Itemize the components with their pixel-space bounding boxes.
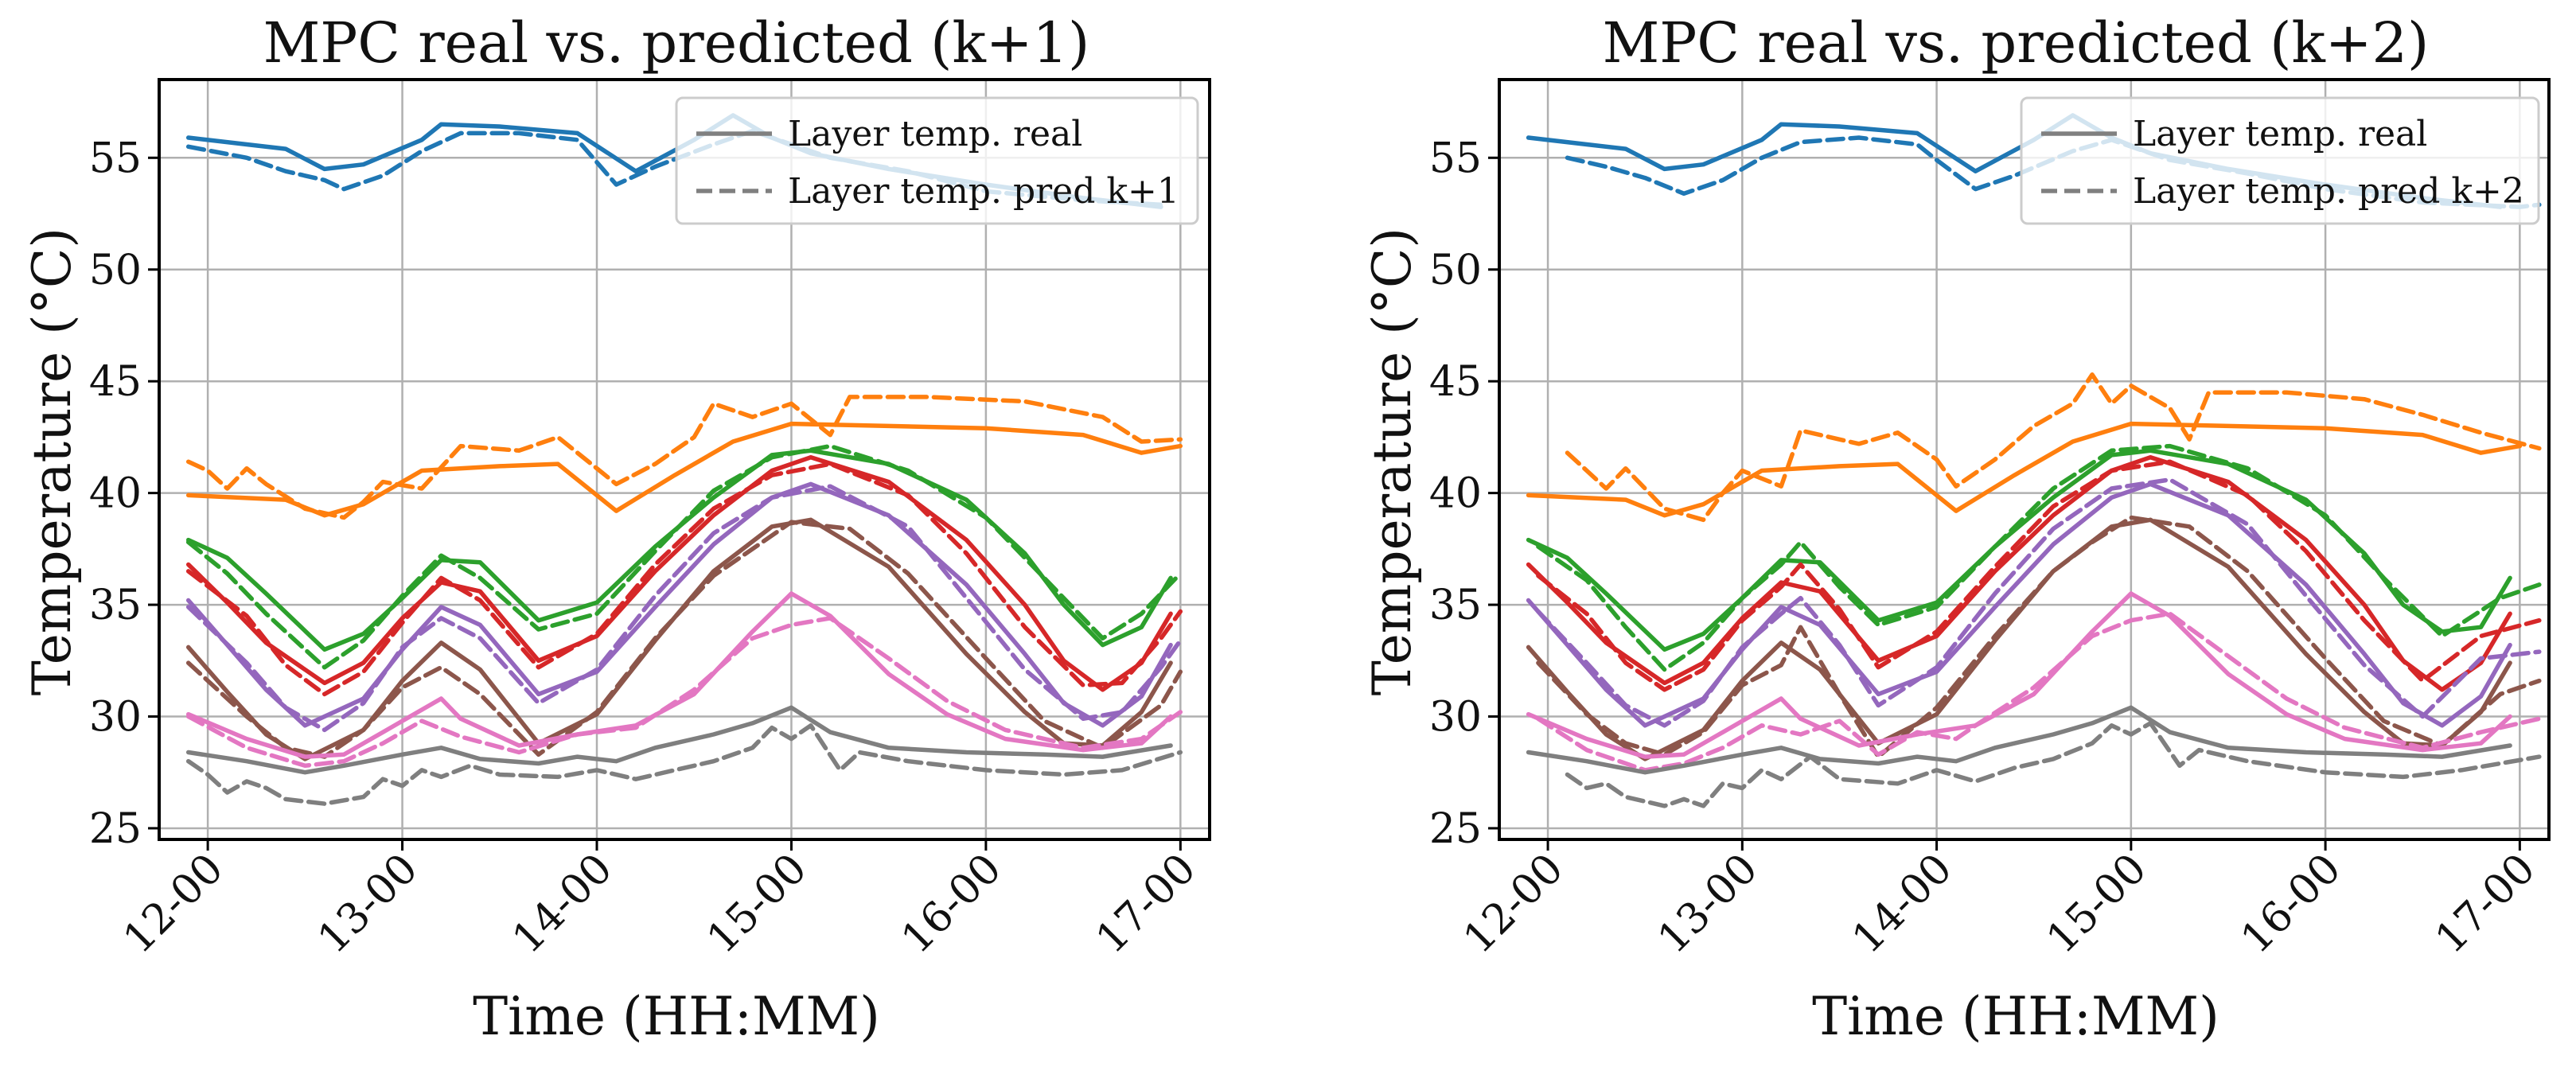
series-line-16 [185,723,1183,806]
series-line-4 [185,395,1183,520]
series-line-6 [185,443,1183,670]
y-tick-label: 40 [1429,470,1482,518]
x-tick-label: 16-00 [2232,845,2350,963]
x-tick-label: 13-00 [1649,845,1767,963]
legend-label: Layer temp. real [788,114,1082,154]
x-tick-label: 12-00 [115,845,232,963]
legend: Layer temp. real Layer temp. pred k+2 [2020,96,2540,225]
chart-title: MPC real vs. predicted (k+2) [1603,10,2430,76]
series-line-15 [185,705,1173,775]
x-tick-label: 14-00 [1843,845,1961,963]
series-line-14 [1536,611,2542,773]
series-line-3 [1526,421,2523,518]
y-tick-label: 50 [1429,247,1482,294]
series-line-11 [1526,517,2512,761]
y-tick-label: 55 [89,134,142,182]
series-line-9 [185,481,1173,728]
y-tick-label: 25 [89,805,142,853]
y-tick-label: 25 [1429,805,1482,853]
chart-title: MPC real vs. predicted (k+1) [263,10,1090,76]
x-tick-label: 12-00 [1455,845,1572,963]
series-line-13 [1526,591,2512,759]
x-tick-label: 15-00 [2038,845,2156,963]
x-tick-label: 13-00 [309,845,427,963]
chart-panel-k2: MPC real vs. predicted (k+2) Time (HH:MM… [1362,10,2551,1047]
series-line-12 [1536,515,2542,759]
x-tick-label: 16-00 [893,845,1011,963]
y-tick-label: 50 [89,247,142,294]
y-tick-label: 40 [89,470,142,518]
legend-label: Layer temp. pred k+1 [788,171,1179,212]
x-tick-label: 15-00 [698,845,816,963]
series-line-3 [185,421,1183,518]
y-tick-label: 45 [89,358,142,406]
legend: Layer temp. real Layer temp. pred k+1 [675,96,1199,225]
legend-box [675,96,1199,225]
series-line-4 [1565,372,2542,523]
series-line-10 [185,484,1183,733]
series-line-7 [185,454,1173,692]
series-line-6 [1536,443,2542,672]
legend-label: Layer temp. pred k+2 [2133,171,2524,212]
series-line-15 [1526,705,2512,775]
y-axis-label: Temperature (°C) [21,228,83,695]
y-tick-label: 55 [1429,134,1482,182]
series-line-7 [1526,454,2512,692]
y-axis-label: Temperature (°C) [1362,228,1423,695]
series-line-10 [1536,477,2542,728]
series-line-16 [1565,721,2542,808]
y-tick-label: 30 [1429,694,1482,742]
series-line-12 [185,520,1183,759]
chart-panel-k1: MPC real vs. predicted (k+1) Time (HH:MM… [21,10,1211,1047]
x-axis-label: Time (HH:MM) [1812,986,2219,1047]
legend-label: Layer temp. real [2133,114,2427,154]
legend-box [2020,96,2540,225]
series-line-8 [185,461,1183,697]
x-tick-label: 14-00 [504,845,622,963]
x-tick-label: 17-00 [2426,845,2544,963]
y-tick-label: 35 [89,582,142,629]
series-line-8 [1536,459,2542,692]
plot-frame [158,78,1211,841]
y-tick-label: 35 [1429,582,1482,629]
plot-frame [1498,78,2551,841]
y-tick-label: 45 [1429,358,1482,406]
x-axis-label: Time (HH:MM) [473,986,880,1047]
series-line-14 [185,616,1183,769]
x-tick-label: 17-00 [1087,845,1205,963]
y-tick-label: 30 [89,694,142,742]
